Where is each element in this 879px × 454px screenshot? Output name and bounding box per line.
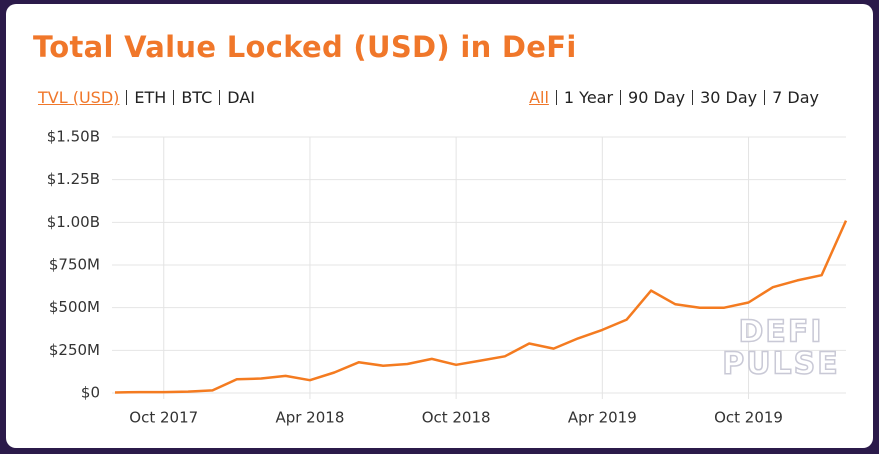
line	[114, 220, 848, 394]
watermark: PULSE	[722, 347, 840, 382]
tab[interactable]: 90 Day	[628, 88, 686, 107]
y-tick-label: $1.25B	[47, 170, 100, 188]
separator	[620, 90, 622, 105]
separator	[692, 90, 694, 105]
tab[interactable]: BTC	[181, 88, 213, 107]
watermark: DEFI	[738, 315, 823, 350]
y-tick-label: $500M	[49, 298, 100, 316]
tab[interactable]: 7 Day	[772, 88, 819, 107]
x-tick-label: Oct 2018	[422, 409, 491, 427]
tab[interactable]: TVL (USD)	[38, 88, 120, 107]
separator	[126, 90, 128, 105]
x-tick-label: Apr 2018	[275, 409, 344, 427]
tab[interactable]: 1 Year	[563, 88, 614, 107]
y-tick-label: $1.50B	[47, 128, 100, 146]
separator	[555, 90, 557, 105]
title: Total Value Locked (USD) in DeFi	[33, 30, 577, 64]
x-tick-label: Apr 2019	[568, 409, 637, 427]
separator	[219, 90, 221, 105]
tab[interactable]: All	[529, 88, 549, 107]
x-tick-label: Oct 2019	[714, 409, 783, 427]
tab[interactable]: DAI	[227, 88, 255, 107]
separator	[173, 90, 175, 105]
y-tick-label: $750M	[49, 256, 100, 274]
tabs-right: All 1 Year 90 Day 30 Day 7 Day	[529, 88, 826, 107]
y-tick-label: $1.00B	[47, 213, 100, 231]
y-tick-label: $0	[81, 384, 100, 402]
tab[interactable]: 30 Day	[700, 88, 758, 107]
tab[interactable]: ETH	[134, 88, 167, 107]
y-tick-label: $250M	[49, 341, 100, 359]
x-tick-label: Oct 2017	[129, 409, 198, 427]
card: Total Value Locked (USD) in DeFi TVL (US…	[6, 4, 873, 448]
separator	[764, 90, 766, 105]
tabs-left: TVL (USD) ETH BTC DAI	[38, 88, 262, 107]
